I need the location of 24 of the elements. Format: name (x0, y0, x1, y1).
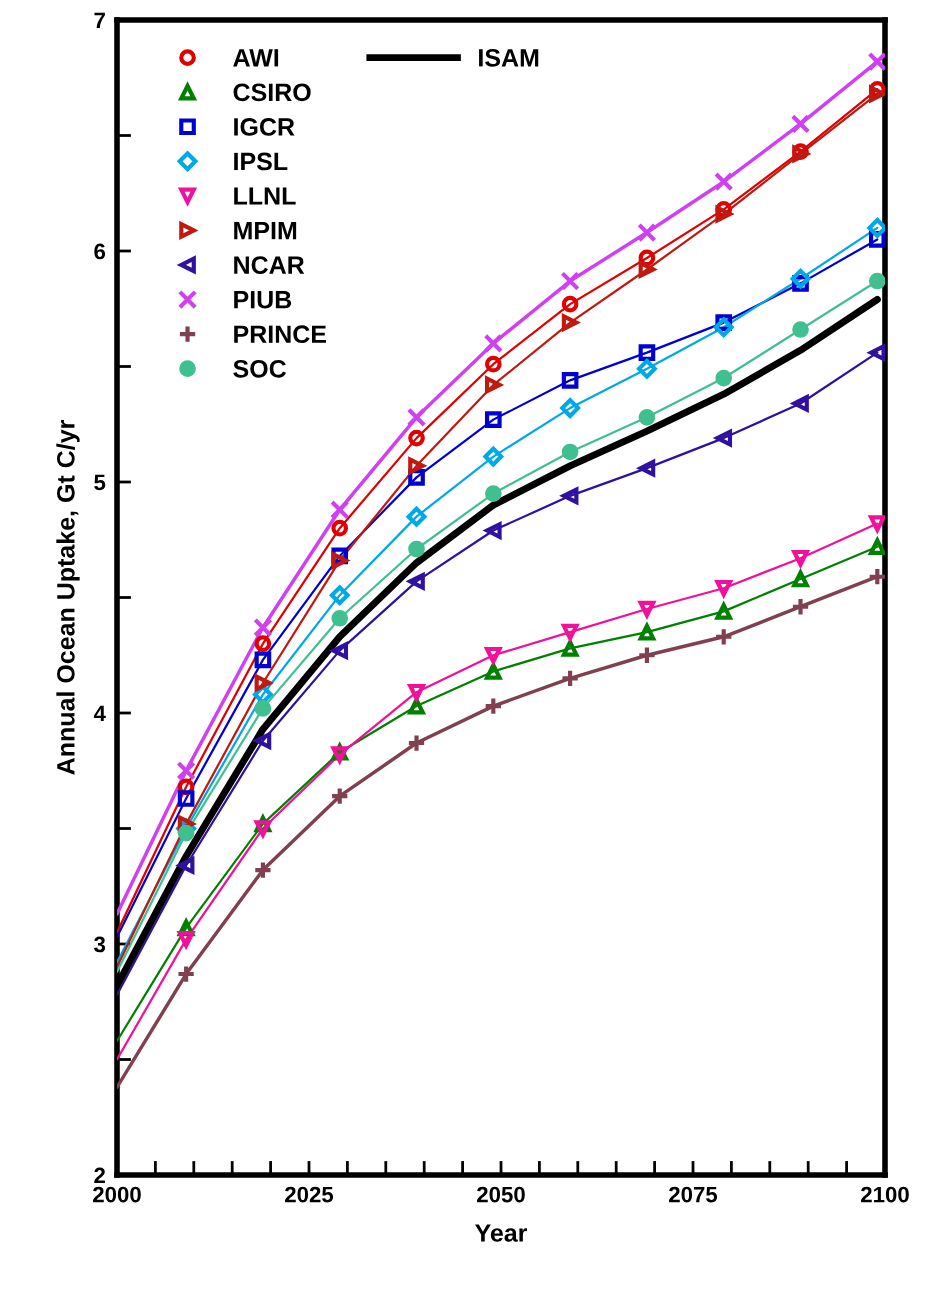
y-tick-label: 4 (93, 705, 106, 722)
y-axis-title: Annual Ocean Uptake, Gt C/yr (56, 420, 80, 775)
y-tick-label: 5 (94, 474, 106, 491)
legend-label: ISAM (479, 48, 539, 67)
legend-label: PRINCE (234, 325, 327, 344)
y-tick-label: 3 (94, 936, 106, 953)
x-axis-title: Year (475, 1224, 528, 1242)
legend-label: IPSL (234, 152, 288, 171)
y-tick-label: 7 (94, 12, 105, 29)
legend-label: LLNL (234, 187, 296, 205)
legend-label: SOC (233, 359, 287, 378)
y-tick-label: 2 (94, 1167, 105, 1184)
x-tick-label: 2050 (477, 1186, 525, 1203)
y-tick-label: 6 (94, 243, 106, 260)
x-tick-label: 2025 (285, 1186, 334, 1203)
legend-label: IGCR (234, 118, 295, 136)
x-tick-label: 2000 (93, 1186, 141, 1203)
x-tick-label: 2100 (861, 1186, 909, 1203)
x-tick-label: 2075 (669, 1186, 718, 1203)
legend-label: AWI (233, 49, 279, 67)
legend-label: PIUB (234, 291, 292, 309)
legend-label: CSIRO (233, 83, 311, 102)
legend-label: MPIM (234, 221, 297, 240)
legend-label: NCAR (234, 256, 305, 274)
